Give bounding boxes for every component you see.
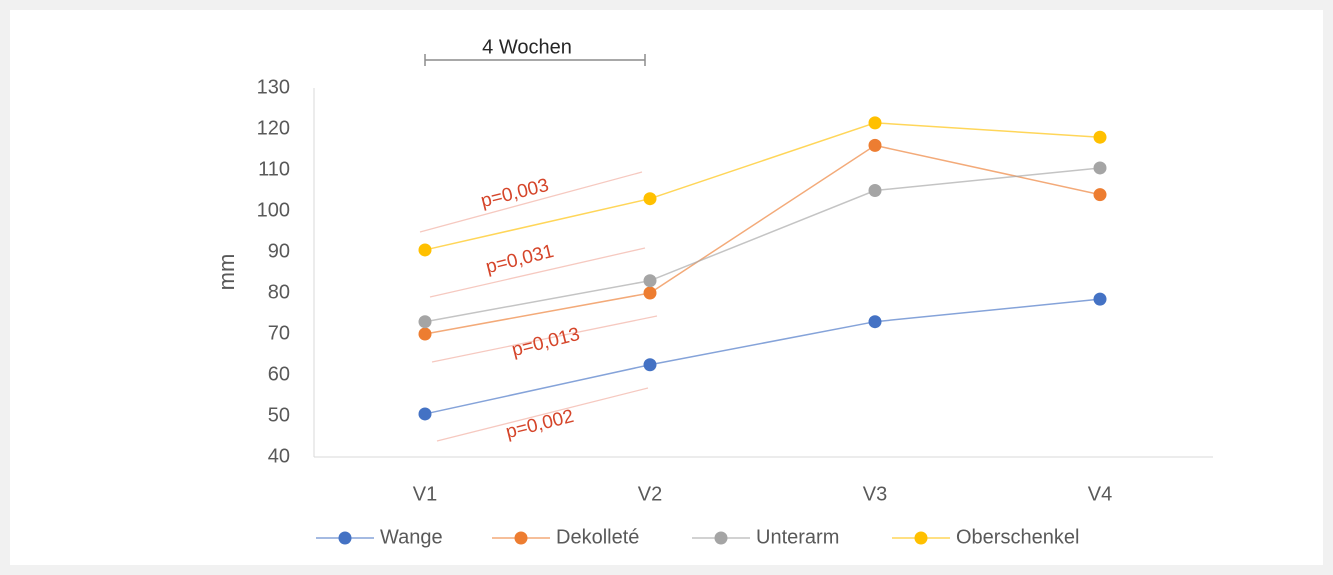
chart-frame [10, 10, 1323, 565]
point [418, 243, 432, 257]
y-tick-label: 100 [257, 199, 290, 221]
p-line [436, 387, 649, 442]
point [643, 192, 657, 206]
legend-label: Wange [380, 526, 443, 548]
x-tick-label: V2 [638, 483, 662, 505]
p-line [431, 315, 658, 363]
legend-marker [914, 531, 928, 545]
legend-label: Unterarm [756, 526, 839, 548]
point [418, 407, 432, 421]
y-tick-label: 80 [268, 281, 290, 303]
p-line [429, 247, 646, 298]
legend-marker [338, 531, 352, 545]
series-line [424, 122, 1101, 251]
y-tick-label: 130 [257, 76, 290, 98]
annotation: p=0,002 [504, 406, 576, 443]
point [643, 358, 657, 372]
x-tick-label: V4 [1088, 483, 1112, 505]
annotation: p=0,031 [484, 241, 556, 278]
point [418, 315, 432, 329]
y-tick-label: 60 [268, 363, 290, 385]
legend-label: Oberschenkel [956, 526, 1079, 548]
y-tick-label: 40 [268, 445, 290, 467]
point [418, 327, 432, 341]
annotation: p=0,013 [510, 324, 582, 361]
y-tick-label: 110 [258, 158, 290, 180]
point [1093, 161, 1107, 175]
series-line [424, 144, 1101, 335]
x-tick-label: V1 [413, 483, 437, 505]
series-line [424, 167, 1101, 323]
y-tick-label: 50 [268, 404, 290, 426]
legend-marker [514, 531, 528, 545]
p-line [419, 171, 643, 233]
point [868, 315, 882, 329]
legend-label: Dekolleté [556, 526, 639, 548]
point [1093, 188, 1107, 202]
annotation: 4 Wochen [482, 36, 572, 58]
y-axis-label: mm [214, 254, 239, 291]
point [643, 274, 657, 288]
legend-marker [714, 531, 728, 545]
y-tick-label: 120 [257, 117, 290, 139]
point [868, 116, 882, 130]
y-tick-label: 70 [268, 322, 290, 344]
y-tick-label: 90 [268, 240, 290, 262]
point [1093, 130, 1107, 144]
point [1093, 292, 1107, 306]
point [868, 138, 882, 152]
series-line [424, 298, 1101, 415]
x-tick-label: V3 [863, 483, 887, 505]
point [643, 286, 657, 300]
point [868, 184, 882, 197]
